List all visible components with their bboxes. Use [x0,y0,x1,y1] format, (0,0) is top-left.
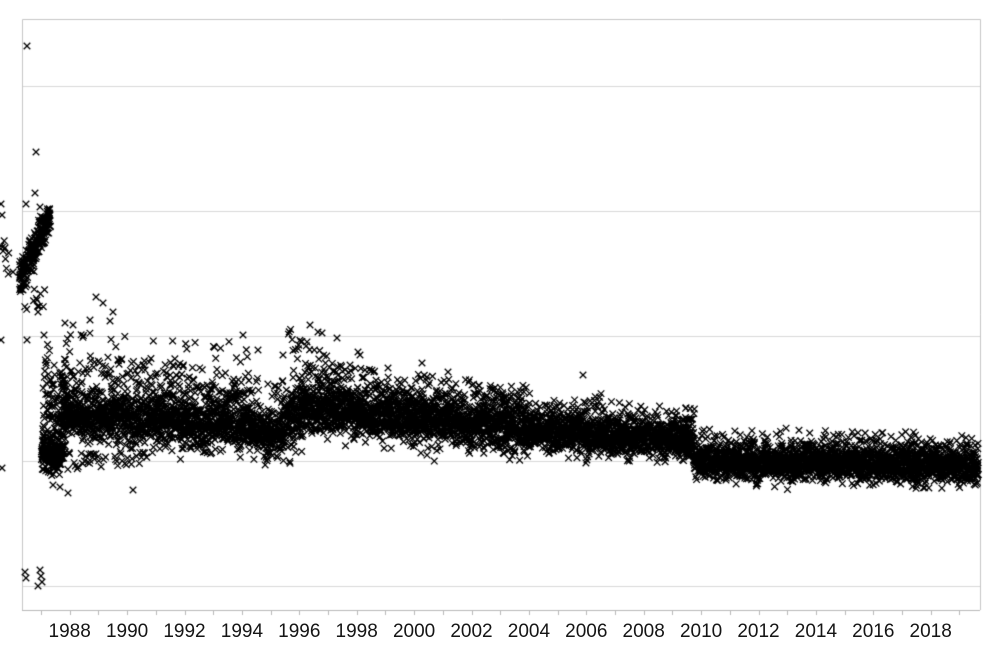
plot-canvas [0,0,1000,666]
scatter-chart: 1988 1990 1992 1994 1996 1998 2000 2002 2004 2006… [0,0,1000,666]
